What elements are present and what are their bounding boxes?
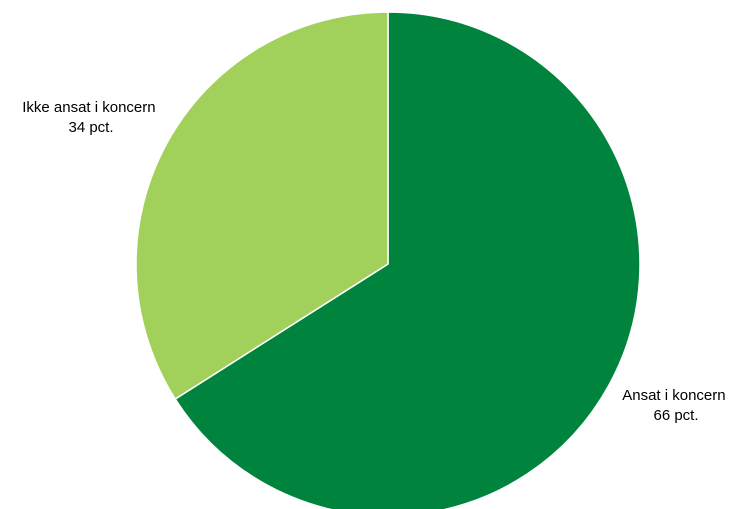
pie-labels: Ikke ansat i koncern 34 pct. Ansat i kon…: [22, 99, 730, 424]
slice-label-ikke-ansat-value: 34 pct.: [68, 119, 113, 136]
slice-label-ikke-ansat: Ikke ansat i koncern 34 pct.: [22, 99, 160, 136]
pie-slice-ansat-i-koncern: [174, 11, 641, 509]
slice-label-ansat: Ansat i koncern 66 pct.: [622, 387, 730, 424]
slice-label-ansat-value: 66 pct.: [653, 407, 698, 424]
slice-label-ikke-ansat-name: Ikke ansat i koncern: [22, 99, 155, 116]
slice-label-ansat-name: Ansat i koncern: [622, 387, 725, 404]
pie-slice-ikke-ansat-i-koncern: [135, 11, 389, 401]
pie-slices: [135, 11, 641, 509]
